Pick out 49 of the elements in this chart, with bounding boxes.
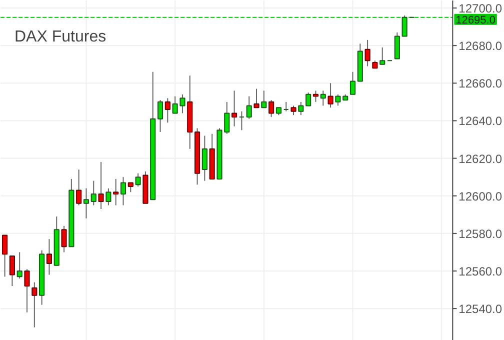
candlestick — [9, 255, 15, 287]
candlestick — [312, 90, 319, 102]
candlestick — [335, 94, 341, 106]
candlestick — [283, 101, 289, 112]
candlestick — [90, 180, 96, 206]
candlestick — [350, 71, 356, 95]
candlestick — [106, 188, 112, 206]
candlestick — [157, 100, 164, 132]
candlestick — [380, 46, 386, 65]
y-tick-label: 12620.0 — [458, 152, 502, 166]
y-tick-label: 12640.0 — [458, 114, 502, 128]
candlestick — [164, 98, 170, 124]
candlestick — [306, 92, 312, 106]
candlestick — [128, 182, 134, 193]
candlestick — [2, 234, 8, 278]
candlestick — [268, 100, 274, 118]
candlestick — [16, 252, 22, 280]
candlestick — [320, 90, 326, 106]
candlestick — [24, 268, 30, 313]
y-tick-label: 12660.0 — [458, 76, 502, 91]
candlestick — [298, 101, 304, 116]
candlestick — [98, 162, 104, 210]
candlestick — [246, 96, 252, 120]
y-tick-label: 12600.0 — [458, 189, 502, 204]
candlestick — [238, 110, 244, 131]
candlestick — [394, 32, 400, 60]
y-tick-label: 12700.0 — [458, 2, 502, 16]
candlestick — [76, 169, 82, 206]
candlestick — [328, 82, 334, 108]
candlestick — [364, 39, 370, 67]
candlestick — [254, 88, 260, 108]
y-tick-label: 12580.0 — [458, 226, 502, 241]
ref-line-label: 12695.0 — [456, 14, 496, 26]
candlestick — [261, 90, 267, 108]
candlestick — [135, 172, 141, 187]
y-tick-label: 12680.0 — [458, 39, 502, 54]
candlestick — [290, 105, 296, 116]
y-tick-label: 12560.0 — [458, 264, 502, 278]
candlestick — [83, 188, 90, 219]
text: DAX Futures — [14, 28, 106, 46]
candlestick — [402, 15, 408, 37]
candlestick — [202, 135, 208, 182]
candlestick — [46, 238, 52, 276]
candlestick — [231, 90, 238, 127]
y-tick-label: 12540.0 — [458, 302, 502, 316]
candlestick — [120, 176, 126, 206]
candlestick — [113, 178, 119, 206]
candlestick — [61, 225, 67, 253]
candlestick — [32, 282, 38, 328]
